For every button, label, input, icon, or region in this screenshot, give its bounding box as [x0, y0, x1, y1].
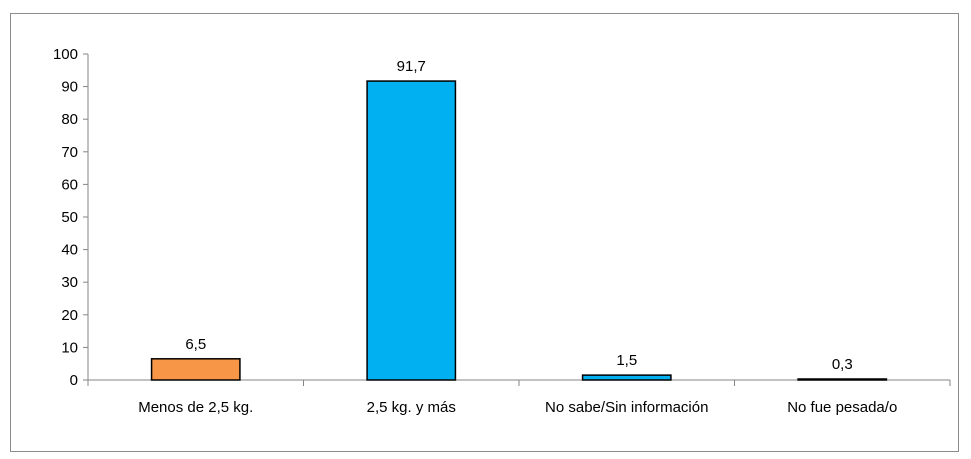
bar-1 [150, 358, 241, 381]
y-tick-label: 30 [61, 274, 78, 291]
y-tick-label: 90 [61, 79, 78, 96]
data-labels: 6,5 91,7 1,5 0,3 [185, 58, 852, 373]
bar-3 [581, 374, 672, 381]
category-label-1: Menos de 2,5 kg. [138, 399, 253, 416]
y-tick-label: 40 [61, 242, 78, 259]
y-tick-label: 50 [61, 209, 78, 226]
bars [150, 80, 888, 381]
x-axis: Menos de 2,5 kg. 2,5 kg. y más No sabe/Sin… [87, 379, 951, 416]
category-label-2: 2,5 kg. y más [367, 399, 456, 416]
y-tick-label: 100 [53, 46, 78, 63]
bar-4 [797, 378, 888, 381]
category-label-3: No sabe/Sin información [545, 399, 708, 416]
y-tick-label: 10 [61, 339, 78, 356]
y-tick-label: 80 [61, 111, 78, 128]
bar-2 [366, 80, 457, 381]
y-tick-label: 20 [61, 307, 78, 324]
category-label-4: No fue pesada/o [787, 399, 897, 416]
y-tick-label: 0 [70, 372, 78, 389]
data-label-3: 1,5 [616, 352, 637, 369]
y-axis: 0 10 20 30 40 50 60 70 80 90 100 [53, 46, 89, 389]
y-tick-label: 60 [61, 176, 78, 193]
data-label-1: 6,5 [185, 336, 206, 353]
data-label-4: 0,3 [832, 356, 853, 373]
data-label-2: 91,7 [397, 58, 426, 75]
y-tick-label: 70 [61, 144, 78, 161]
